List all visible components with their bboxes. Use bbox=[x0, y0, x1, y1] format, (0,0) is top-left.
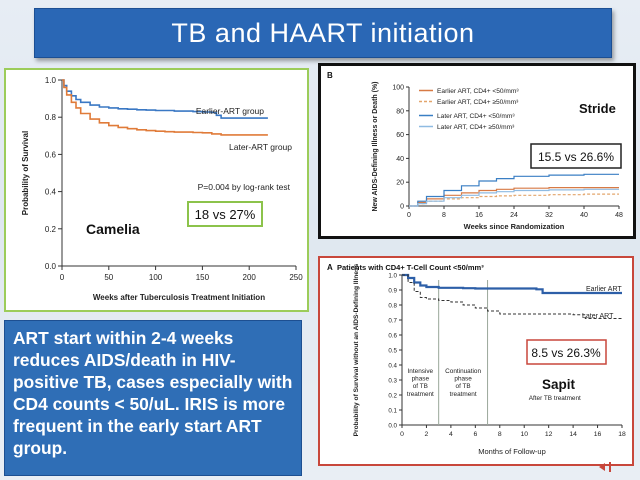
phase-label-2: After TB treatment bbox=[529, 395, 581, 402]
series-line-later bbox=[62, 79, 268, 136]
legend-label-0: Earlier ART, CD4+ <50/mm³ bbox=[437, 88, 519, 95]
series-line-2 bbox=[409, 173, 619, 207]
y-tick-label: 0.5 bbox=[388, 347, 397, 354]
x-tick-label: 50 bbox=[104, 273, 113, 282]
y-tick-label: 0.6 bbox=[45, 150, 57, 159]
comparison-text: 8.5 vs 26.3% bbox=[531, 346, 601, 360]
study-label: Camelia bbox=[86, 221, 140, 237]
y-axis-label: New AIDS-Defining Illness or Death (%) bbox=[372, 81, 379, 211]
sapit-chart-panel: A Patients with CD4+ T-Cell Count <50/mm³… bbox=[318, 256, 634, 466]
x-tick-label: 150 bbox=[196, 273, 210, 282]
x-tick-label: 16 bbox=[475, 212, 483, 219]
x-tick-label: 32 bbox=[545, 212, 553, 219]
x-tick-label: 0 bbox=[407, 212, 411, 219]
y-tick-label: 60 bbox=[396, 132, 404, 139]
study-label: Sapit bbox=[542, 377, 576, 392]
series-line-1 bbox=[409, 193, 619, 207]
x-tick-label: 6 bbox=[473, 431, 477, 438]
series-line-earlier bbox=[62, 79, 268, 119]
panel-label: B bbox=[327, 71, 333, 80]
x-tick-label: 0 bbox=[60, 273, 65, 282]
phase-label-1: Continuation phase of TB treatment bbox=[445, 368, 481, 398]
y-tick-label: 80 bbox=[396, 108, 404, 115]
series-line-3 bbox=[409, 188, 619, 207]
study-label: Stride bbox=[579, 101, 616, 116]
series-label-earlier: Earlier ART bbox=[586, 286, 622, 293]
y-tick-label: 0.7 bbox=[388, 317, 397, 324]
y-tick-label: 0.8 bbox=[388, 302, 397, 309]
x-tick-label: 250 bbox=[289, 273, 303, 282]
series-line-1 bbox=[402, 274, 622, 319]
comparison-box bbox=[530, 143, 622, 169]
series-line-0 bbox=[402, 273, 622, 295]
x-tick-label: 16 bbox=[594, 431, 602, 438]
x-axis-label: Months of Follow-up bbox=[478, 447, 546, 456]
x-tick-label: 4 bbox=[449, 431, 453, 438]
y-axis-label: Probability of Survival without an AIDS-… bbox=[353, 263, 360, 436]
x-tick-label: 14 bbox=[569, 431, 577, 438]
y-tick-label: 0.4 bbox=[388, 362, 397, 369]
y-tick-label: 0.1 bbox=[388, 407, 397, 414]
sapit-chart: A Patients with CD4+ T-Cell Count <50/mm³… bbox=[327, 263, 626, 456]
y-tick-label: 0.4 bbox=[45, 188, 57, 197]
x-tick-label: 2 bbox=[425, 431, 429, 438]
chart-title: Patients with CD4+ T-Cell Count <50/mm³ bbox=[337, 263, 484, 272]
summary-text: ART start within 2-4 weeks reduces AIDS/… bbox=[13, 328, 293, 458]
y-tick-label: 100 bbox=[392, 85, 404, 92]
x-tick-label: 200 bbox=[243, 273, 257, 282]
camelia-chart-panel: 0 50 100 150 200 250 0.0 0.2 0.4 0.6 0.8 1.0 Weeks a… bbox=[4, 68, 309, 312]
x-tick-label: 48 bbox=[615, 212, 623, 219]
y-tick-label: 0.2 bbox=[388, 392, 397, 399]
y-axis-label: Probability of Survival bbox=[21, 131, 30, 215]
y-tick-label: 0.8 bbox=[45, 113, 57, 122]
y-tick-label: 40 bbox=[396, 156, 404, 163]
stride-chart-panel: B 0 8 16 24 32 40 48 0 20 40 60 80 100 Weeks since Ran… bbox=[318, 63, 636, 239]
slide-corner-icon bbox=[599, 462, 611, 472]
y-tick-label: 0.3 bbox=[388, 377, 397, 384]
phase-label-0: Intensive phase of TB treatment bbox=[407, 368, 434, 398]
y-tick-label: 1.0 bbox=[388, 272, 397, 279]
slide-title-bar: TB and HAART initiation bbox=[34, 8, 612, 58]
comparison-text: 18 vs 27% bbox=[195, 207, 256, 222]
legend-label-1: Earlier ART, CD4+ ≥50/mm³ bbox=[437, 99, 519, 106]
x-tick-label: 18 bbox=[618, 431, 626, 438]
x-tick-label: 24 bbox=[510, 212, 518, 219]
x-axis-label: Weeks after Tuberculosis Treatment Initi… bbox=[93, 293, 265, 302]
legend-label-3: Later ART, CD4+ ≥50/mm³ bbox=[437, 124, 515, 131]
summary-box: ART start within 2-4 weeks reduces AIDS/… bbox=[4, 320, 302, 476]
y-tick-label: 0.6 bbox=[388, 332, 397, 339]
series-label-earlier: Earlier-ART group bbox=[196, 106, 264, 116]
y-tick-label: 0 bbox=[400, 204, 404, 211]
comparison-text: 15.5 vs 26.6% bbox=[538, 150, 614, 164]
stride-chart: B 0 8 16 24 32 40 48 0 20 40 60 80 100 Weeks since Ran… bbox=[327, 71, 623, 231]
y-tick-label: 0.0 bbox=[45, 262, 57, 271]
x-tick-label: 40 bbox=[580, 212, 588, 219]
series-label-later: Later ART bbox=[582, 313, 614, 320]
p-value-annotation: P=0.004 by log-rank test bbox=[198, 182, 291, 192]
x-tick-label: 12 bbox=[545, 431, 553, 438]
slide-title: TB and HAART initiation bbox=[171, 17, 475, 48]
comparison-box bbox=[526, 339, 607, 365]
y-tick-label: 0.2 bbox=[45, 225, 57, 234]
x-axis-label: Weeks since Randomization bbox=[464, 222, 565, 231]
x-tick-label: 0 bbox=[400, 431, 404, 438]
panel-label: A bbox=[327, 263, 333, 272]
x-tick-label: 8 bbox=[442, 212, 446, 219]
x-tick-label: 8 bbox=[498, 431, 502, 438]
y-tick-label: 0.9 bbox=[388, 287, 397, 294]
y-tick-label: 1.0 bbox=[45, 76, 57, 85]
x-tick-label: 10 bbox=[520, 431, 528, 438]
comparison-box bbox=[187, 201, 263, 227]
camelia-chart: 0 50 100 150 200 250 0.0 0.2 0.4 0.6 0.8 1.0 Weeks a… bbox=[21, 76, 303, 302]
y-tick-label: 0.0 bbox=[388, 422, 397, 429]
x-tick-label: 100 bbox=[149, 273, 163, 282]
legend-label-2: Later ART, CD4+ <50/mm³ bbox=[437, 113, 515, 120]
series-label-later: Later-ART group bbox=[229, 142, 292, 152]
y-tick-label: 20 bbox=[396, 180, 404, 187]
